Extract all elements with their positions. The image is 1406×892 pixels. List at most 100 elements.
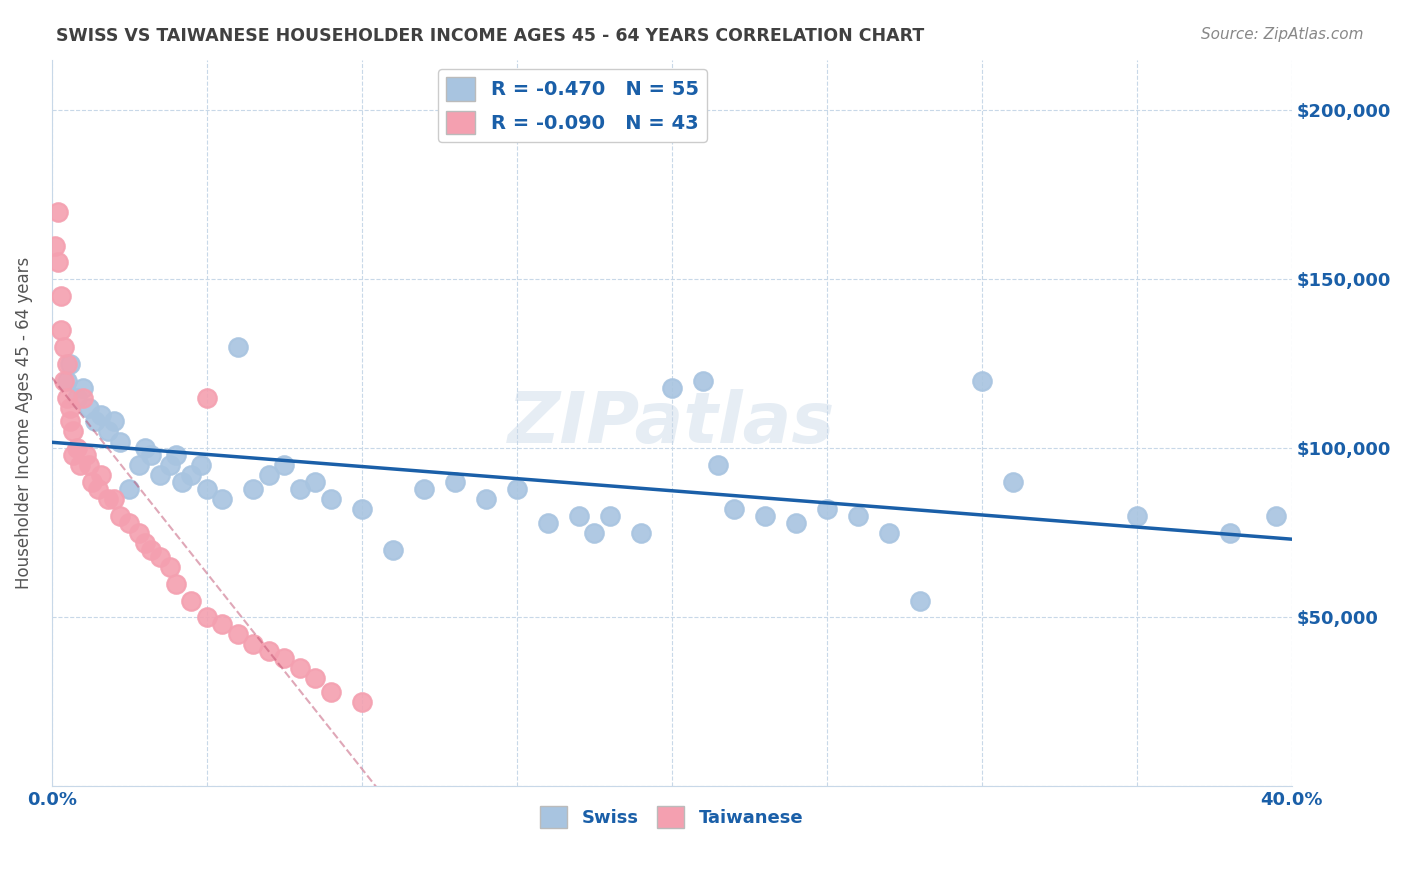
- Point: [118, 482, 141, 496]
- Point: [226, 627, 249, 641]
- Point: [506, 482, 529, 496]
- Point: [65, 391, 87, 405]
- Point: [69, 458, 91, 473]
- Point: [195, 391, 218, 405]
- Point: [103, 492, 125, 507]
- Point: [211, 492, 233, 507]
- Point: [815, 502, 838, 516]
- Point: [692, 374, 714, 388]
- Point: [165, 448, 187, 462]
- Point: [908, 593, 931, 607]
- Point: [165, 576, 187, 591]
- Point: [288, 482, 311, 496]
- Point: [195, 610, 218, 624]
- Point: [350, 695, 373, 709]
- Point: [754, 508, 776, 523]
- Point: [62, 448, 84, 462]
- Point: [56, 357, 79, 371]
- Point: [785, 516, 807, 530]
- Point: [65, 442, 87, 456]
- Point: [319, 685, 342, 699]
- Point: [1001, 475, 1024, 490]
- Point: [84, 414, 107, 428]
- Point: [381, 542, 404, 557]
- Text: SWISS VS TAIWANESE HOUSEHOLDER INCOME AGES 45 - 64 YEARS CORRELATION CHART: SWISS VS TAIWANESE HOUSEHOLDER INCOME AG…: [56, 27, 925, 45]
- Point: [242, 638, 264, 652]
- Legend: Swiss, Taiwanese: Swiss, Taiwanese: [533, 799, 810, 836]
- Point: [226, 340, 249, 354]
- Point: [1265, 508, 1288, 523]
- Point: [96, 492, 118, 507]
- Point: [304, 671, 326, 685]
- Point: [128, 525, 150, 540]
- Point: [128, 458, 150, 473]
- Point: [53, 340, 76, 354]
- Point: [149, 549, 172, 564]
- Point: [195, 482, 218, 496]
- Point: [242, 482, 264, 496]
- Point: [723, 502, 745, 516]
- Point: [72, 380, 94, 394]
- Point: [90, 408, 112, 422]
- Point: [139, 448, 162, 462]
- Point: [134, 442, 156, 456]
- Point: [180, 468, 202, 483]
- Point: [273, 458, 295, 473]
- Point: [599, 508, 621, 523]
- Point: [139, 542, 162, 557]
- Point: [44, 238, 66, 252]
- Point: [211, 617, 233, 632]
- Point: [583, 525, 606, 540]
- Point: [288, 661, 311, 675]
- Point: [96, 425, 118, 439]
- Point: [412, 482, 434, 496]
- Point: [46, 255, 69, 269]
- Point: [149, 468, 172, 483]
- Point: [170, 475, 193, 490]
- Point: [118, 516, 141, 530]
- Point: [568, 508, 591, 523]
- Point: [103, 414, 125, 428]
- Point: [49, 289, 72, 303]
- Point: [443, 475, 465, 490]
- Point: [190, 458, 212, 473]
- Point: [319, 492, 342, 507]
- Point: [159, 559, 181, 574]
- Point: [59, 414, 82, 428]
- Point: [1219, 525, 1241, 540]
- Point: [180, 593, 202, 607]
- Point: [134, 536, 156, 550]
- Point: [661, 380, 683, 394]
- Point: [108, 508, 131, 523]
- Point: [77, 458, 100, 473]
- Point: [304, 475, 326, 490]
- Point: [62, 425, 84, 439]
- Point: [877, 525, 900, 540]
- Point: [56, 374, 79, 388]
- Point: [87, 482, 110, 496]
- Point: [707, 458, 730, 473]
- Point: [846, 508, 869, 523]
- Point: [77, 401, 100, 415]
- Text: Source: ZipAtlas.com: Source: ZipAtlas.com: [1201, 27, 1364, 42]
- Point: [350, 502, 373, 516]
- Point: [257, 468, 280, 483]
- Point: [59, 401, 82, 415]
- Point: [970, 374, 993, 388]
- Point: [49, 323, 72, 337]
- Point: [90, 468, 112, 483]
- Point: [75, 448, 97, 462]
- Point: [46, 204, 69, 219]
- Point: [56, 391, 79, 405]
- Point: [273, 651, 295, 665]
- Point: [159, 458, 181, 473]
- Y-axis label: Householder Income Ages 45 - 64 years: Householder Income Ages 45 - 64 years: [15, 257, 32, 589]
- Point: [53, 374, 76, 388]
- Point: [72, 391, 94, 405]
- Point: [474, 492, 496, 507]
- Point: [59, 357, 82, 371]
- Point: [108, 434, 131, 449]
- Text: ZIPatlas: ZIPatlas: [508, 389, 835, 458]
- Point: [630, 525, 652, 540]
- Point: [80, 475, 103, 490]
